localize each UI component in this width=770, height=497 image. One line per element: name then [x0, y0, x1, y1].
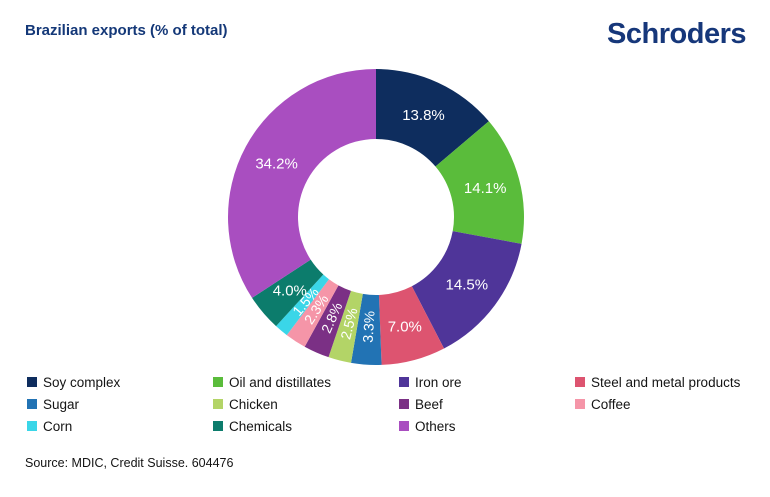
donut-segment-steel-and-metal-products — [378, 286, 445, 365]
legend-label: Oil and distillates — [229, 374, 332, 390]
donut-chart: 13.8% 14.1% 14.5% 7.0% 3.3% 2.5% 2.8% 2.3% 1.5% 4… — [226, 67, 526, 367]
segment-label-iron-ore: 14.5% — [446, 277, 489, 294]
page-title: Brazilian exports (% of total) — [25, 22, 228, 39]
legend-swatch-sugar — [27, 399, 37, 409]
source-note: Source: MDIC, Credit Suisse. 604476 — [25, 456, 234, 470]
legend-swatch-coffee — [575, 399, 585, 409]
legend-label: Steel and metal products — [591, 374, 741, 390]
legend-label: Soy complex — [43, 374, 121, 390]
legend-swatch-beef — [399, 399, 409, 409]
segment-label-chemicals: 4.0% — [273, 282, 307, 299]
donut-segment-sugar — [351, 293, 382, 365]
legend-item-chicken: Chicken — [213, 397, 399, 412]
legend-swatch-chicken — [213, 399, 223, 409]
legend-item-steel-and-metal-products: Steel and metal products — [575, 375, 747, 390]
legend-item-beef: Beef — [399, 397, 575, 412]
legend-label: Chemicals — [229, 418, 293, 434]
legend-label: Iron ore — [415, 374, 462, 390]
donut-segment-others — [228, 69, 376, 298]
legend-swatch-corn — [27, 421, 37, 431]
legend-label: Beef — [415, 396, 443, 412]
donut-segment-soy-complex — [376, 69, 489, 167]
legend-swatch-iron-ore — [399, 377, 409, 387]
legend-swatch-others — [399, 421, 409, 431]
donut-segment-corn — [276, 274, 329, 336]
legend-swatch-chemicals — [213, 421, 223, 431]
legend-swatch-soy-complex — [27, 377, 37, 387]
donut-segment-iron-ore — [411, 231, 522, 349]
legend-label: Chicken — [229, 396, 278, 412]
legend-item-corn: Corn — [27, 419, 213, 434]
segment-label-chicken: 2.5% — [337, 306, 360, 341]
legend-item-others: Others — [399, 419, 575, 434]
legend-item-oil-and-distillates: Oil and distillates — [213, 375, 399, 390]
segment-label-oil-and-distillates: 14.1% — [464, 180, 507, 197]
donut-segment-coffee — [286, 279, 339, 347]
donut-segment-chemicals — [252, 259, 324, 327]
legend-label: Sugar — [43, 396, 80, 412]
segment-label-others: 34.2% — [255, 155, 298, 172]
legend-item-coffee: Coffee — [575, 397, 747, 412]
legend-swatch-steel-and-metal-products — [575, 377, 585, 387]
donut-segment-chicken — [328, 290, 363, 363]
schroders-logo: Schroders — [607, 18, 746, 50]
segment-label-soy-complex: 13.8% — [402, 107, 445, 124]
legend-label: Coffee — [591, 396, 631, 412]
donut-segment-oil-and-distillates — [435, 121, 524, 244]
legend-item-chemicals: Chemicals — [213, 419, 399, 434]
segment-label-sugar: 3.3% — [360, 310, 378, 343]
legend-swatch-oil-and-distillates — [213, 377, 223, 387]
legend-item-sugar: Sugar — [27, 397, 213, 412]
legend-item-soy-complex: Soy complex — [27, 375, 213, 390]
donut-chart-svg: 13.8%14.1%14.5%7.0%3.3%2.5%2.8%2.3%1.5%4… — [228, 69, 524, 365]
legend-item-iron-ore: Iron ore — [399, 375, 575, 390]
donut-segment-beef — [304, 285, 351, 358]
chart-legend: Soy complex Oil and distillates Iron ore St… — [27, 371, 747, 437]
legend-label: Corn — [43, 418, 73, 434]
segment-label-steel-and-metal-products: 7.0% — [388, 319, 422, 336]
legend-label: Others — [415, 418, 456, 434]
